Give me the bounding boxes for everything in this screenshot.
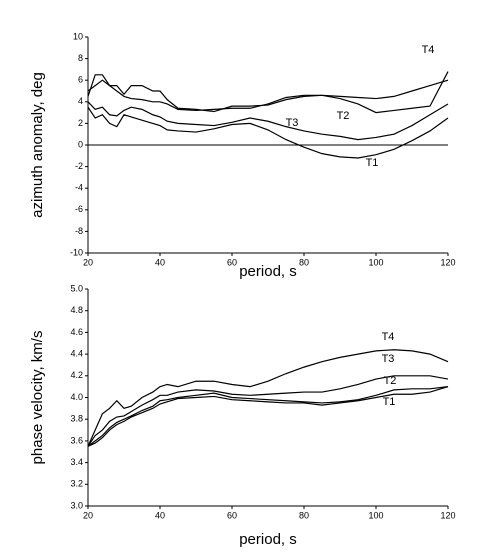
y-tick-label: 4 [78,96,83,106]
series-label: T2 [337,110,350,122]
x-tick-label: 100 [368,510,383,520]
series-label: T1 [383,396,396,408]
x-tick-label: 100 [368,257,383,267]
x-tick-label: 60 [227,510,237,520]
y-tick-label: 6 [78,75,83,85]
y-tick-label: 8 [78,53,83,63]
series-label: T4 [422,44,435,56]
x-tick-label: 120 [440,257,455,267]
y-tick-label: 3.0 [70,500,83,510]
series-label: T1 [366,157,379,169]
x-tick-label: 40 [155,257,165,267]
y-tick-label: 3.6 [70,435,83,445]
series-line [87,71,449,114]
y-tick-label: 2 [78,118,83,128]
series-line [87,101,449,141]
y-tick-label: 5.0 [70,283,83,293]
series-line [87,79,449,112]
x-tick-label: 60 [227,257,237,267]
y-tick-label: 3.4 [70,457,83,467]
y-tick-label: 3.2 [70,479,83,489]
x-tick-label: 40 [155,510,165,520]
y-tick-label: 3.8 [70,414,83,424]
x-tick-label: 20 [83,257,93,267]
y-axis-title: phase velocity, km/s [29,331,46,465]
y-tick-label: -10 [70,247,83,257]
y-axis-title: azimuth anomaly, deg [29,72,46,218]
x-tick-label: 120 [440,510,455,520]
y-tick-label: 0 [78,139,83,149]
x-tick-label: 80 [299,257,309,267]
series-line [87,349,449,447]
x-tick-label: 20 [83,510,93,520]
series-line [87,386,449,447]
y-tick-label: -6 [75,204,83,214]
series-label: T3 [382,353,395,365]
series-line [87,106,449,159]
y-tick-label: 10 [73,31,83,41]
series-line [87,386,449,447]
y-tick-label: -8 [75,226,83,236]
x-tick-label: 80 [299,510,309,520]
series-label: T4 [382,331,395,343]
y-tick-label: 4.0 [70,392,83,402]
y-tick-label: 4.6 [70,327,83,337]
y-tick-label: 4.8 [70,305,83,315]
series-label: T3 [286,117,299,129]
series-line [87,375,449,447]
y-tick-label: -4 [75,183,83,193]
x-axis-title: period, s [239,531,297,548]
y-tick-label: -2 [75,161,83,171]
x-axis-title: period, s [239,263,297,280]
y-tick-label: 4.4 [70,348,83,358]
y-tick-label: 4.2 [70,370,83,380]
series-label: T2 [384,375,397,387]
